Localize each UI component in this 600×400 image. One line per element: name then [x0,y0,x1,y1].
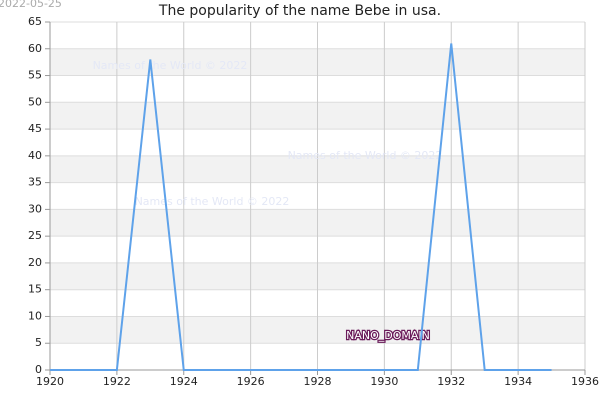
x-tick-label: 1936 [571,375,599,388]
y-tick-label: 40 [28,149,42,162]
line [50,43,552,371]
y-tick-label: 5 [35,336,42,349]
y-tick-label: 45 [28,122,42,135]
x-tick-label: 1920 [36,375,64,388]
x-tick-label: 1930 [370,375,398,388]
annotation: Names of the World © 2022 [135,195,290,208]
x-tick-label: 1924 [170,375,198,388]
date-label: 2022-05-25 [0,0,62,10]
y-tick-label: 15 [28,283,42,296]
annotation: NANO_DOMAIN [346,329,430,342]
y-tick-label: 60 [28,42,42,55]
y-tick-label: 20 [28,256,42,269]
y-tick-label: 65 [28,15,42,28]
y-tick-label: 30 [28,202,42,215]
y-tick-label: 35 [28,176,42,189]
y-tick-label: 10 [28,309,42,322]
y-tick-label: 55 [28,69,42,82]
x-tick-label: 1926 [237,375,265,388]
y-tick-label: 25 [28,229,42,242]
annotation: Names of the World © 2022 [288,149,443,162]
x-tick-label: 1928 [304,375,332,388]
x-tick-label: 1934 [504,375,532,388]
chart-title: The popularity of the name Bebe in usa. [158,3,441,19]
annotation: Names of the World © 2022 [93,59,248,72]
y-tick-label: 0 [35,363,42,376]
y-tick-label: 50 [28,95,42,108]
x-tick-label: 1932 [437,375,465,388]
x-tick-label: 1922 [103,375,131,388]
